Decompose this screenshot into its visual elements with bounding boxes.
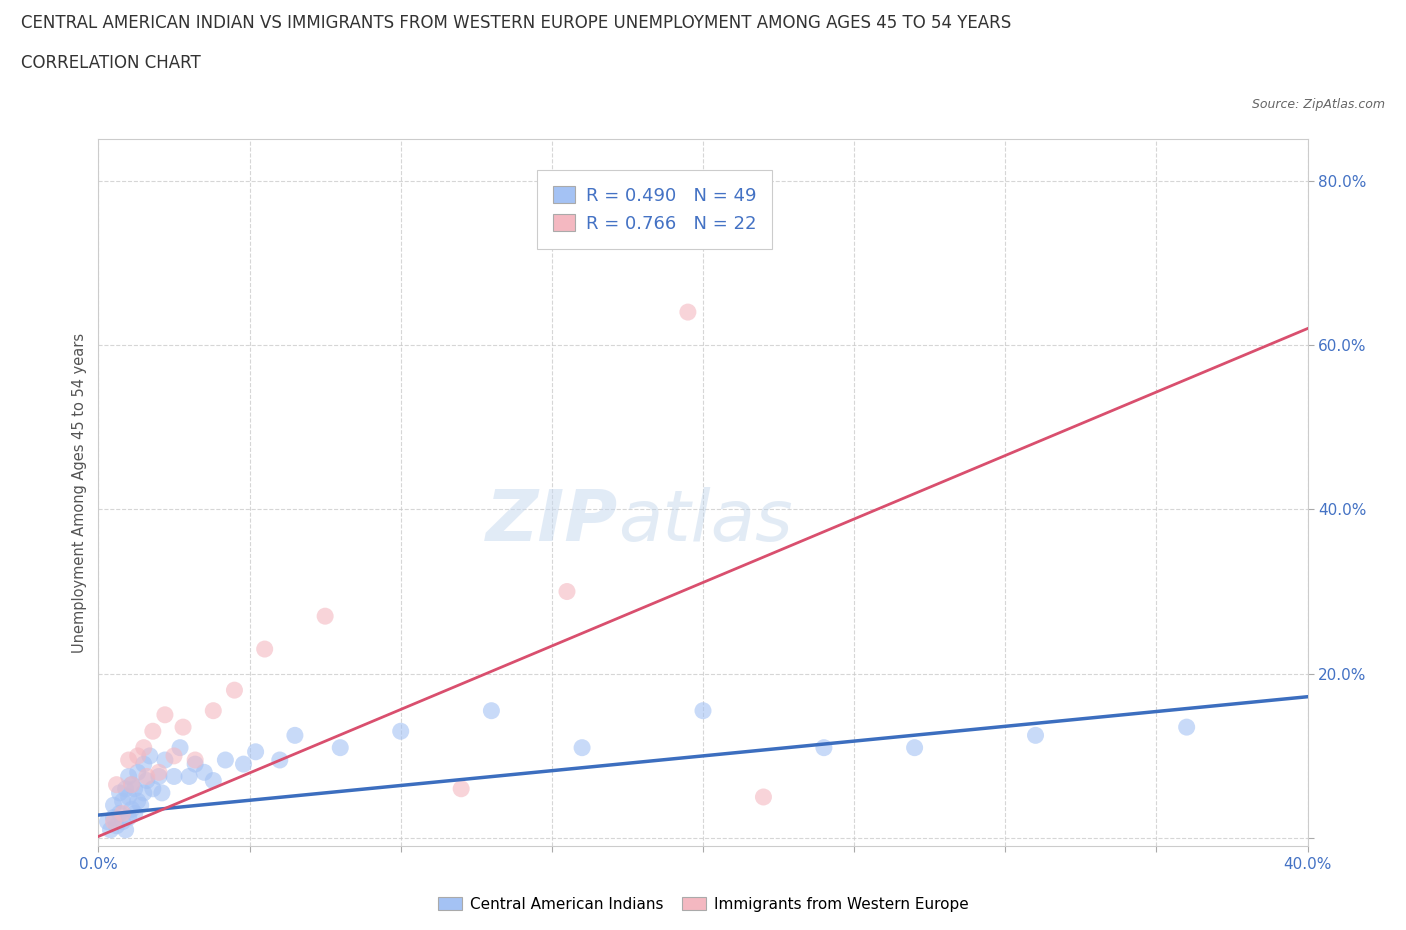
Point	[118, 810, 141, 825]
Legend: Central American Indians, Immigrants from Western Europe: Central American Indians, Immigrants fro…	[432, 890, 974, 918]
Point	[202, 773, 225, 788]
Point	[139, 749, 162, 764]
Point	[314, 609, 336, 624]
Point	[129, 798, 152, 813]
Point	[177, 769, 201, 784]
Point	[269, 752, 291, 767]
Point	[389, 724, 412, 738]
Point	[253, 642, 276, 657]
Point	[481, 703, 503, 718]
Point	[132, 757, 155, 772]
Point	[172, 720, 194, 735]
Text: atlas: atlas	[619, 486, 793, 555]
Text: Source: ZipAtlas.com: Source: ZipAtlas.com	[1251, 98, 1385, 111]
Legend: R = 0.490   N = 49, R = 0.766   N = 22: R = 0.490 N = 49, R = 0.766 N = 22	[537, 170, 772, 249]
Point	[132, 740, 155, 755]
Point	[111, 814, 134, 829]
Point	[111, 793, 134, 808]
Point	[118, 769, 141, 784]
Point	[184, 757, 207, 772]
Point	[105, 777, 128, 792]
Point	[163, 749, 186, 764]
Point	[121, 777, 143, 792]
Point	[121, 802, 143, 817]
Point	[163, 769, 186, 784]
Point	[904, 740, 927, 755]
Point	[153, 708, 176, 723]
Point	[142, 724, 165, 738]
Text: ZIP: ZIP	[486, 486, 619, 555]
Point	[103, 798, 125, 813]
Point	[127, 749, 149, 764]
Point	[284, 728, 307, 743]
Point	[127, 764, 149, 779]
Point	[111, 806, 134, 821]
Point	[105, 818, 128, 833]
Point	[124, 781, 146, 796]
Point	[184, 752, 207, 767]
Point	[329, 740, 352, 755]
Point	[132, 786, 155, 801]
Point	[1175, 720, 1198, 735]
Y-axis label: Unemployment Among Ages 45 to 54 years: Unemployment Among Ages 45 to 54 years	[72, 333, 87, 653]
Point	[135, 769, 157, 784]
Point	[245, 744, 267, 759]
Point	[118, 790, 141, 804]
Point	[214, 752, 236, 767]
Point	[118, 752, 141, 767]
Point	[100, 822, 122, 837]
Point	[450, 781, 472, 796]
Point	[555, 584, 578, 599]
Point	[571, 740, 593, 755]
Point	[169, 740, 191, 755]
Point	[124, 806, 146, 821]
Point	[114, 781, 136, 796]
Point	[127, 793, 149, 808]
Point	[142, 781, 165, 796]
Point	[232, 757, 254, 772]
Point	[153, 752, 176, 767]
Point	[193, 764, 215, 779]
Point	[96, 814, 118, 829]
Point	[103, 810, 125, 825]
Point	[148, 769, 170, 784]
Point	[148, 764, 170, 779]
Point	[150, 786, 173, 801]
Text: CORRELATION CHART: CORRELATION CHART	[21, 54, 201, 72]
Point	[121, 777, 143, 792]
Point	[108, 806, 131, 821]
Point	[813, 740, 835, 755]
Text: CENTRAL AMERICAN INDIAN VS IMMIGRANTS FROM WESTERN EUROPE UNEMPLOYMENT AMONG AGE: CENTRAL AMERICAN INDIAN VS IMMIGRANTS FR…	[21, 14, 1011, 32]
Point	[103, 814, 125, 829]
Point	[1024, 728, 1046, 743]
Point	[135, 773, 157, 788]
Point	[676, 305, 699, 320]
Point	[752, 790, 775, 804]
Point	[108, 786, 131, 801]
Point	[224, 683, 246, 698]
Point	[692, 703, 714, 718]
Point	[114, 822, 136, 837]
Point	[202, 703, 225, 718]
